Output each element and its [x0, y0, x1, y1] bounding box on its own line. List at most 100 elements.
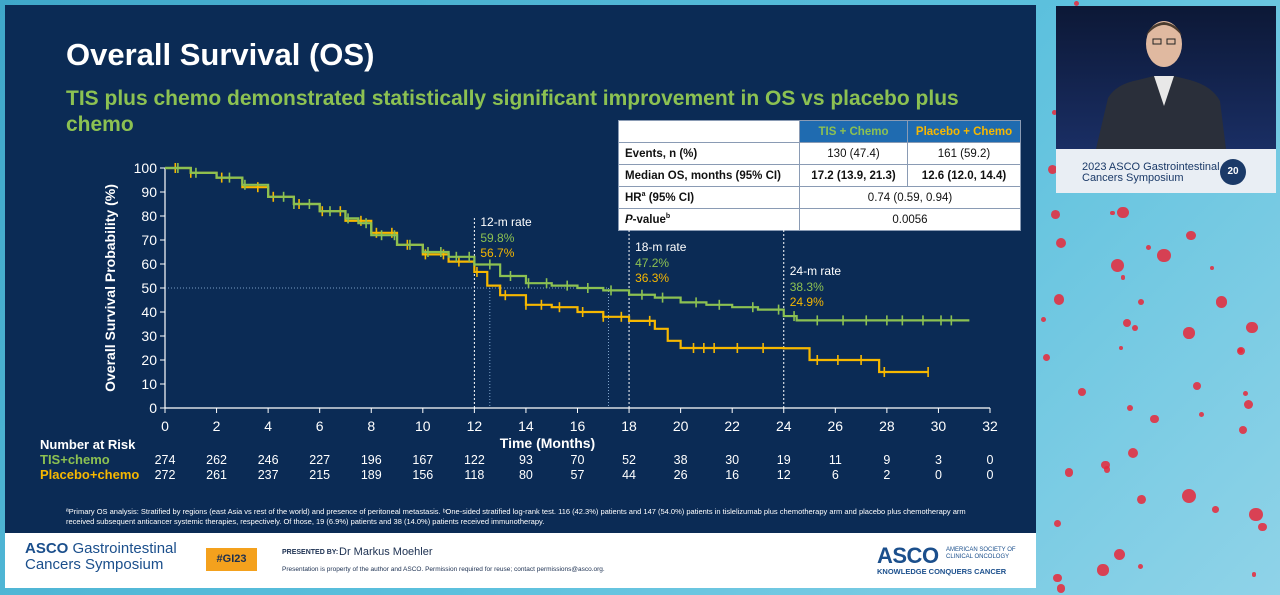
decor-dot	[1064, 467, 1074, 477]
decor-dot	[1157, 248, 1171, 262]
decor-dot	[1251, 572, 1257, 577]
decor-dot	[1198, 411, 1205, 418]
risk-value-tis: 246	[257, 453, 279, 467]
decor-dot	[1113, 548, 1126, 561]
risk-value-placebo: 12	[776, 468, 791, 482]
risk-value-tis: 167	[412, 453, 434, 467]
symposium-logo: ASCO Gastrointestinal Cancers Symposium	[25, 540, 177, 573]
decor-dot	[1215, 296, 1228, 308]
risk-value-tis: 122	[463, 453, 485, 467]
decor-dot	[1138, 563, 1144, 570]
asco-org-name: AMERICAN SOCIETY OF CLINICAL ONCOLOGY	[946, 547, 1016, 560]
anniversary-badge: 20	[1220, 159, 1246, 185]
curve-tis	[165, 166, 970, 322]
table-row: Median OS, months (95% CI) 17.2 (13.9, 2…	[618, 164, 1021, 187]
y-tick-label: 40	[141, 304, 157, 320]
decor-dot	[1192, 381, 1201, 390]
cell-placebo: 12.6 (12.0, 14.4)	[907, 164, 1021, 187]
x-tick-label: 12	[467, 418, 483, 434]
risk-value-placebo: 2	[883, 468, 891, 482]
decor-dot	[1101, 460, 1110, 470]
risk-value-placebo: 272	[154, 468, 176, 482]
decor-dot	[1209, 266, 1215, 271]
risk-value-placebo: 215	[309, 468, 331, 482]
risk-value-tis: 11	[828, 453, 842, 467]
x-axis-label: Time (Months)	[500, 435, 595, 451]
table-row: HRa (95% CI) 0.74 (0.59, 0.94)	[618, 186, 1021, 209]
decor-dot	[1047, 164, 1057, 174]
cell-combined: 0.0056	[799, 208, 1021, 231]
podium-sign: 2023 ASCO Gastrointestinal Cancers Sympos…	[1082, 161, 1220, 184]
row-label: Median OS, months (95% CI)	[618, 164, 800, 187]
decor-dot	[1236, 346, 1246, 356]
table-header-blank	[618, 120, 800, 143]
risk-value-tis: 262	[206, 453, 227, 467]
risk-value-tis: 38	[673, 453, 688, 467]
risk-value-placebo: 118	[464, 468, 485, 482]
presentation-slide: Overall Survival (OS) TIS plus chemo dem…	[5, 5, 1036, 533]
decor-dot	[1182, 489, 1196, 504]
decor-dot	[1097, 564, 1109, 576]
risk-value-tis: 3	[934, 453, 942, 467]
x-tick-label: 10	[415, 418, 431, 434]
decor-dot	[1258, 522, 1267, 532]
y-tick-label: 10	[141, 376, 157, 392]
landmark-label: 18-m rate	[635, 240, 687, 254]
results-table: TIS + Chemo Placebo + Chemo Events, n (%…	[618, 120, 1021, 231]
row-label: HRa (95% CI)	[618, 186, 800, 209]
risk-value-tis: 9	[883, 453, 891, 467]
decor-dot	[1246, 321, 1259, 334]
risk-value-tis: 196	[360, 453, 382, 467]
decor-dot	[1040, 316, 1046, 322]
table-header-tis: TIS + Chemo	[799, 120, 908, 143]
risk-value-placebo: 237	[257, 468, 279, 482]
risk-row-placebo: 272 261 237 215 189 156 118 80 57 44 26 16 12 6 2 0 0	[5, 468, 1036, 482]
risk-value-tis: 93	[518, 453, 533, 467]
decor-dot	[1145, 244, 1152, 250]
risk-label-tis: TIS+chemo	[40, 452, 110, 467]
x-tick-label: 28	[879, 418, 895, 434]
decor-dot	[1078, 387, 1087, 396]
decor-dot	[1122, 318, 1132, 327]
risk-value-placebo: 0	[986, 468, 994, 482]
risk-row-tis: 274 262 246 227 196 167 122 93 70 52 38 30 19 11 9 3 0	[5, 453, 1036, 467]
table-header-placebo: Placebo + Chemo	[907, 120, 1021, 143]
decor-dot	[1186, 230, 1196, 241]
decor-dot	[1244, 399, 1254, 409]
decor-dot	[1053, 519, 1062, 528]
decor-dot	[1118, 345, 1123, 350]
x-tick-label: 20	[673, 418, 689, 434]
y-tick-label: 20	[141, 352, 157, 368]
x-tick-label: 30	[931, 418, 947, 434]
x-tick-label: 26	[828, 418, 844, 434]
decor-dot	[1136, 494, 1146, 504]
decor-dot	[1050, 209, 1060, 219]
decor-dot	[1116, 206, 1129, 219]
x-tick-label: 2	[213, 418, 221, 434]
decor-dot	[1128, 447, 1139, 458]
row-label: Events, n (%)	[618, 142, 800, 165]
decor-dot	[1212, 506, 1220, 514]
x-tick-label: 8	[367, 418, 375, 434]
landmark-placebo-rate: 56.7%	[480, 246, 514, 260]
slide-footer: ASCO Gastrointestinal Cancers Symposium …	[5, 533, 1036, 588]
decor-dot	[1120, 275, 1126, 280]
landmark-placebo-rate: 24.9%	[790, 295, 824, 309]
x-tick-label: 6	[316, 418, 324, 434]
presented-by-label: PRESENTED BY:	[282, 549, 339, 556]
risk-label-placebo: Placebo+chemo	[40, 467, 140, 482]
landmark-tis-rate: 59.8%	[480, 231, 514, 245]
risk-value-placebo: 26	[673, 468, 688, 482]
cell-tis: 17.2 (13.9, 21.3)	[799, 164, 908, 187]
risk-value-tis: 274	[154, 453, 176, 467]
x-tick-label: 4	[264, 418, 272, 434]
cell-tis: 130 (47.4)	[799, 142, 908, 165]
x-tick-label: 14	[518, 418, 534, 434]
y-tick-label: 30	[141, 328, 157, 344]
table-row: P-valueb 0.0056	[618, 208, 1021, 231]
decor-dot	[1150, 414, 1159, 423]
decor-dot	[1053, 573, 1062, 583]
risk-value-placebo: 6	[831, 468, 839, 482]
cell-placebo: 161 (59.2)	[907, 142, 1021, 165]
